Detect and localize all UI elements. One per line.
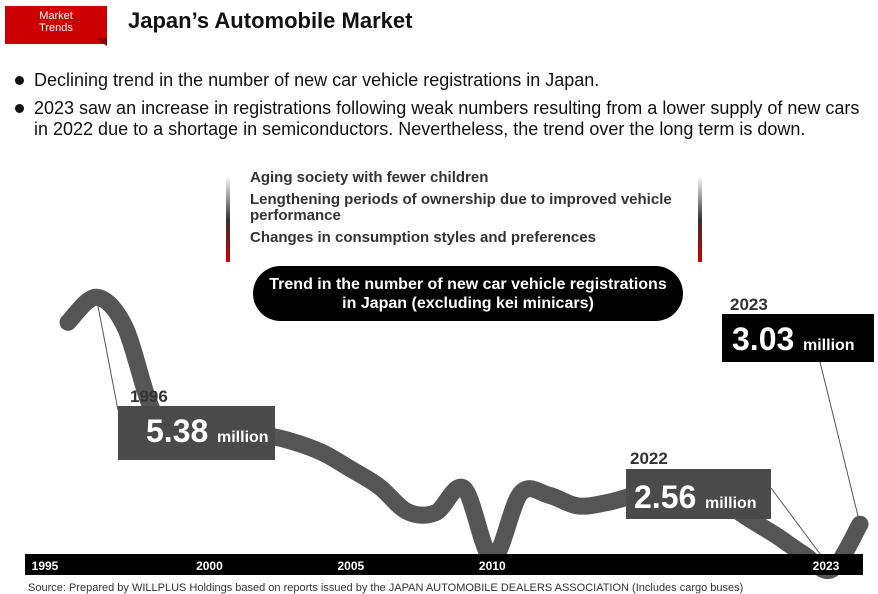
callout-value-box: [118, 406, 275, 460]
bullet-item-2: 2023 saw an increase in registrations fo…: [12, 98, 872, 140]
factor-item-1: Aging society with fewer children: [250, 169, 489, 186]
factor-right-bar: [698, 176, 702, 262]
bullet-dot-icon: [15, 76, 24, 85]
leader-line: [95, 297, 119, 411]
callout-year-label: 1996: [130, 387, 168, 406]
bullet-text-1: Declining trend in the number of new car…: [34, 70, 600, 90]
tag-line-2: Trends: [39, 22, 73, 34]
chart-title-text: Trend in the number of new car vehicle r…: [269, 275, 667, 312]
bullet-item-1: Declining trend in the number of new car…: [12, 70, 872, 91]
callout-value: 3.03: [732, 321, 794, 357]
tag-line-1: Market: [39, 10, 73, 22]
callout-unit: million: [803, 337, 855, 354]
x-tick-label: 2023: [813, 559, 840, 573]
factor-left-bar: [226, 176, 230, 262]
page-title: Japan’s Automobile Market: [128, 8, 413, 33]
x-axis-bar: [25, 554, 863, 575]
callout-value-box: [626, 469, 771, 519]
tag-fold: [95, 38, 107, 46]
x-tick-label: 2005: [338, 559, 365, 573]
bullet-list: Declining trend in the number of new car…: [12, 70, 872, 147]
callout-value-box: [722, 314, 874, 362]
bullet-dot-icon: [15, 104, 24, 113]
callout-unit: million: [705, 495, 757, 512]
callout-year-label: 2022: [630, 449, 668, 468]
callout-unit: million: [217, 429, 269, 446]
chart-title: Trend in the number of new car vehicle r…: [253, 266, 683, 321]
bullet-text-2: 2023 saw an increase in registrations fo…: [34, 98, 860, 139]
x-tick-label: 1995: [32, 559, 59, 573]
factor-list: Aging society with fewer children Length…: [250, 170, 700, 252]
callout-value: 2.56: [634, 479, 696, 515]
factor-item-2: Lengthening periods of ownership due to …: [250, 191, 672, 224]
x-tick-label: 2010: [479, 559, 506, 573]
market-trends-tag-text: Market Trends: [5, 10, 107, 34]
leader-line: [819, 361, 861, 525]
callout-year-label: 2023: [730, 295, 768, 314]
callout-value: 5.38: [146, 413, 208, 449]
x-tick-label: 2000: [196, 559, 223, 573]
market-trends-tag: Market Trends: [5, 6, 107, 44]
source-note: Source: Prepared by WILLPLUS Holdings ba…: [28, 582, 744, 594]
factor-item-3: Changes in consumption styles and prefer…: [250, 229, 596, 246]
